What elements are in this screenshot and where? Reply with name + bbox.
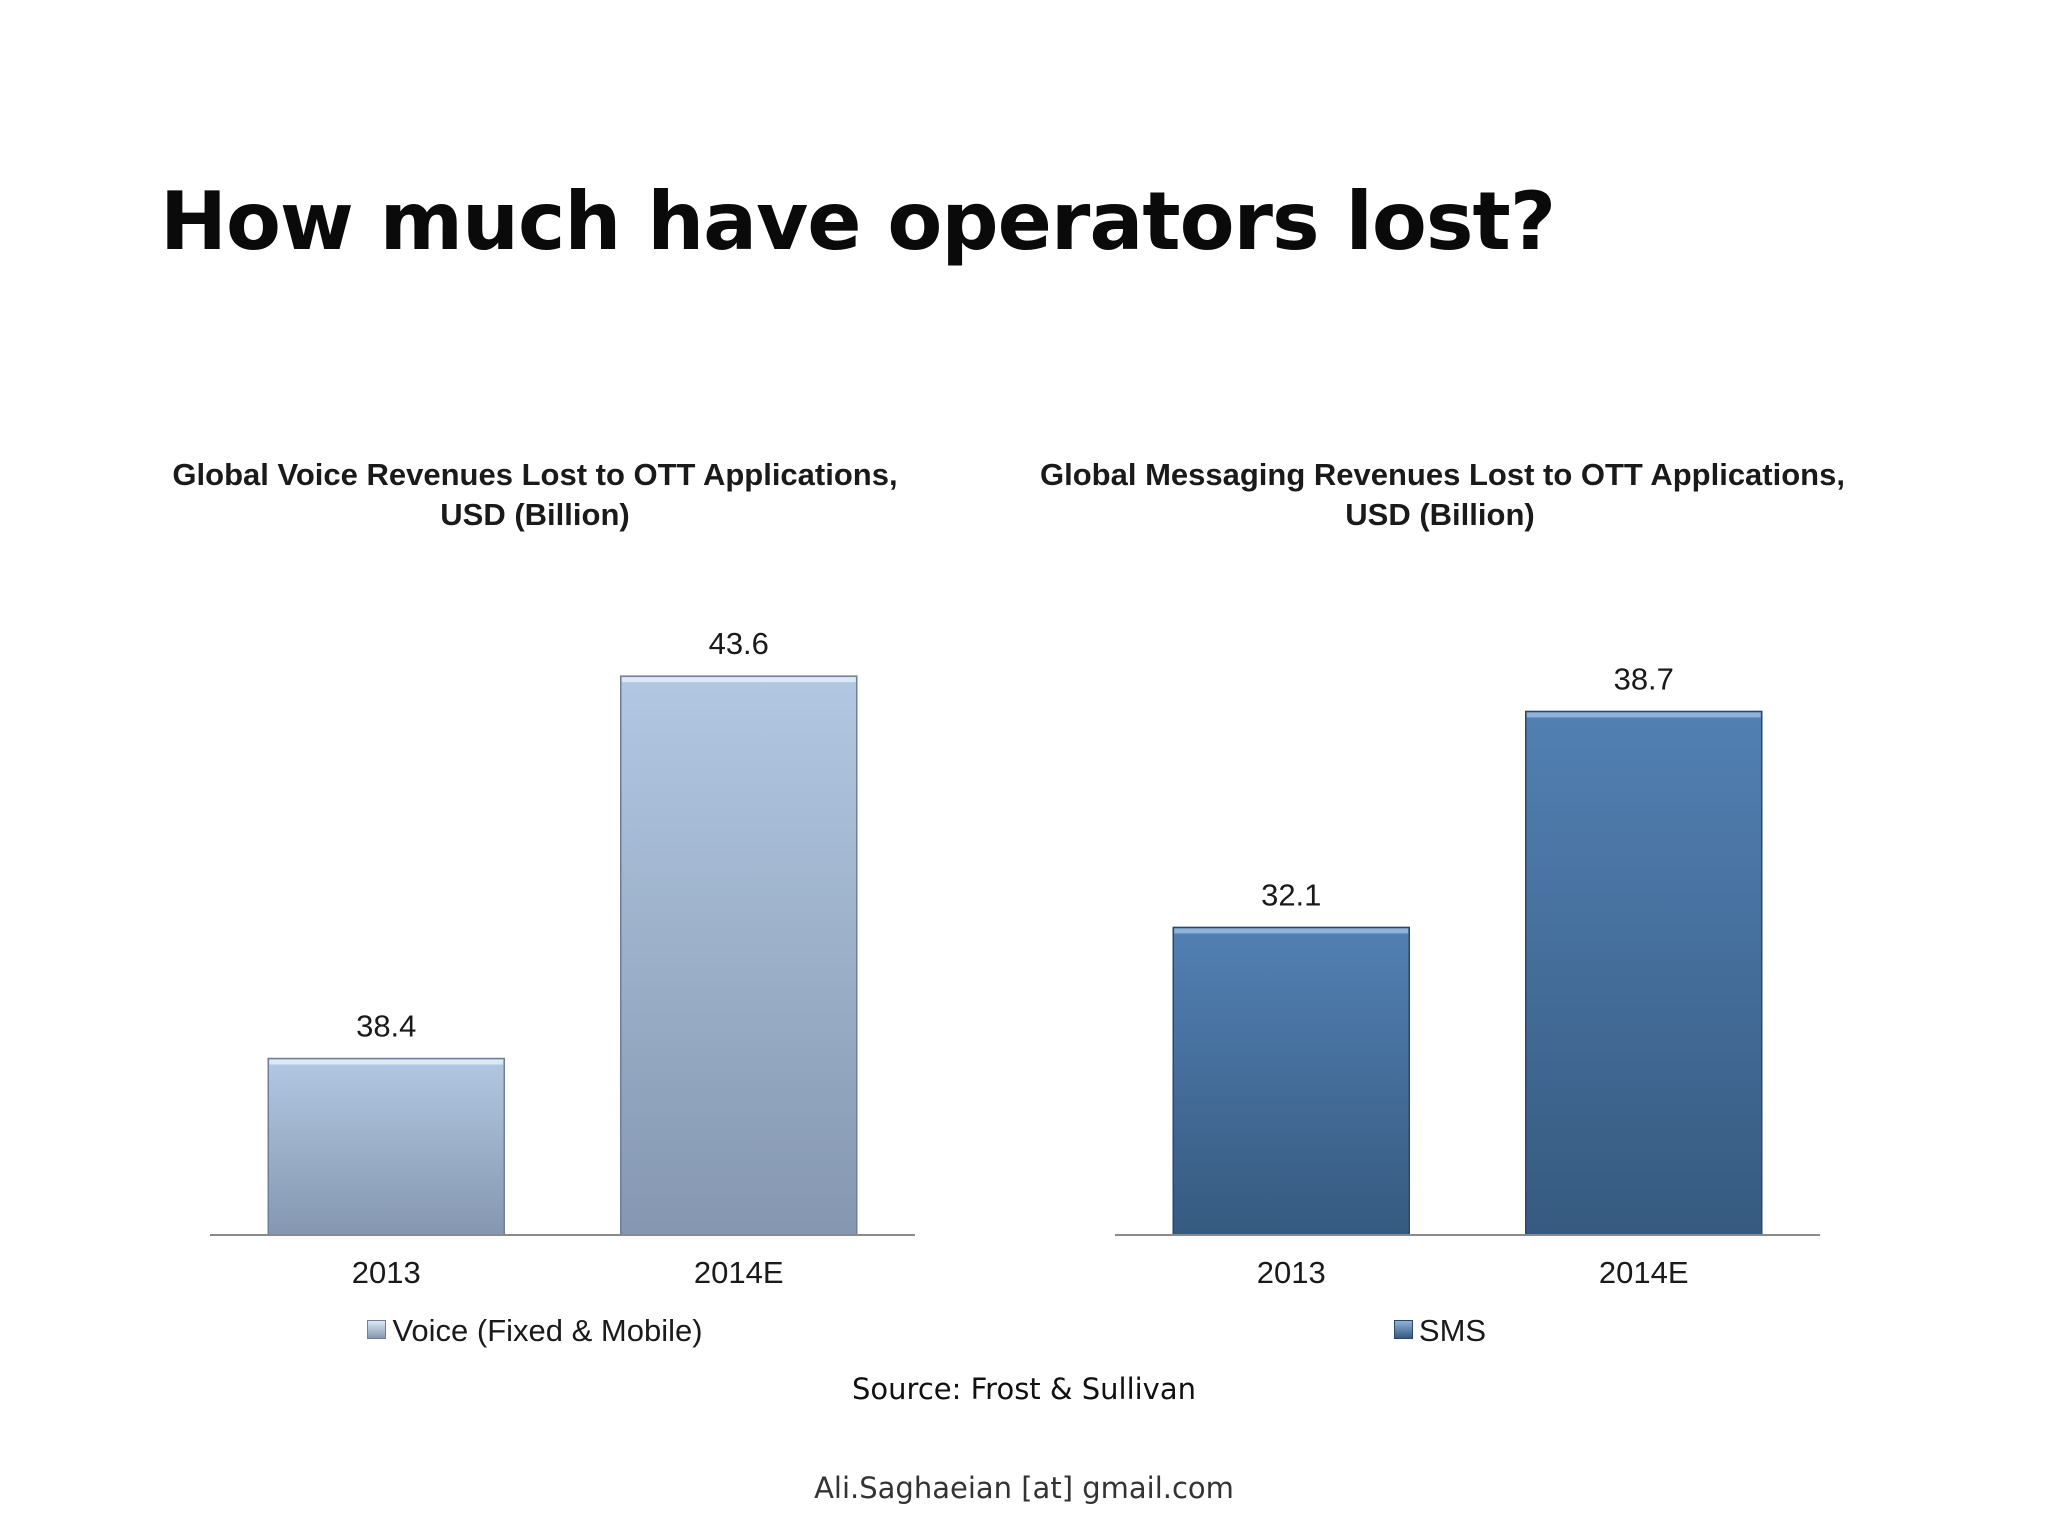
bar — [267, 1057, 505, 1236]
messaging-revenue-chart: Global Messaging Revenues Lost to OTT Ap… — [1040, 455, 1845, 1375]
legend-swatch-icon — [367, 1320, 387, 1339]
chart-title-line: USD (Billion) — [440, 497, 630, 532]
chart-title-line: USD (Billion) — [1345, 497, 1535, 532]
x-tick-label: 2014E — [1599, 1255, 1689, 1290]
footer-email: Ali.Saghaeian [at] gmail.com — [814, 1471, 1234, 1505]
bar — [1525, 710, 1763, 1236]
slide-title: How much have operators lost? — [160, 175, 1556, 268]
x-tick-label: 2014E — [694, 1255, 784, 1290]
data-label: 43.6 — [709, 626, 769, 661]
bar-highlight — [269, 1059, 504, 1065]
bar-highlight — [1174, 928, 1409, 934]
legend-label: SMS — [1418, 1313, 1487, 1348]
chart-legend: SMS — [1040, 1313, 1840, 1349]
chart-title-line: Global Messaging Revenues Lost to OTT Ap… — [1040, 457, 1845, 492]
bar-highlight — [1526, 712, 1761, 718]
bar-highlight — [621, 677, 856, 683]
chart-plot: 38.4 2013 43.6 2014E — [210, 626, 915, 1290]
legend-label: Voice (Fixed & Mobile) — [392, 1313, 703, 1348]
x-tick-label: 2013 — [1257, 1255, 1326, 1290]
chart-legend: Voice (Fixed & Mobile) — [135, 1313, 935, 1349]
legend-swatch-icon — [1393, 1320, 1413, 1339]
data-label: 38.4 — [356, 1009, 416, 1044]
voice-revenue-chart: Global Voice Revenues Lost to OTT Applic… — [135, 455, 935, 1375]
bar — [1172, 926, 1410, 1236]
data-label: 32.1 — [1261, 877, 1321, 912]
source-note: Source: Frost & Sullivan — [852, 1372, 1196, 1406]
chart-title: Global Voice Revenues Lost to OTT Applic… — [135, 455, 935, 535]
bar — [620, 675, 858, 1236]
data-label: 38.7 — [1614, 661, 1674, 696]
chart-title: Global Messaging Revenues Lost to OTT Ap… — [1040, 455, 1845, 535]
chart-plot: 32.1 2013 38.7 2014E — [1115, 661, 1820, 1290]
chart-title-line: Global Voice Revenues Lost to OTT Applic… — [172, 457, 898, 492]
x-tick-label: 2013 — [352, 1255, 421, 1290]
